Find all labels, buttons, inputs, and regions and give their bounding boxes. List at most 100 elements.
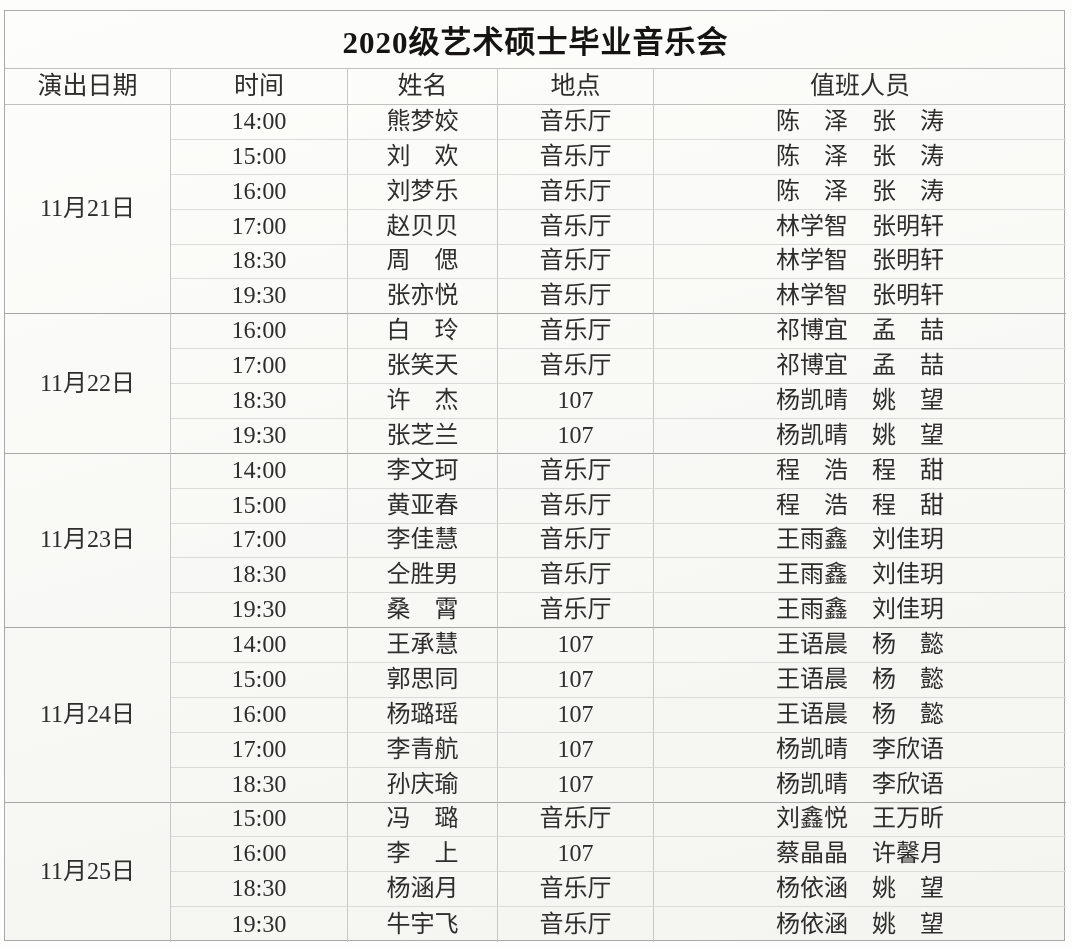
cell-location: 107: [498, 384, 654, 419]
cell-staff: 杨凯晴 李欣语: [654, 733, 1066, 768]
cell-location: 音乐厅: [498, 139, 654, 175]
cell-location: 107: [498, 732, 654, 768]
cell-time: 16:00: [171, 837, 348, 873]
cell-staff: 王雨鑫 刘佳玥: [654, 558, 1066, 594]
cell-location: 音乐厅: [498, 593, 654, 629]
date-cell: 11月22日: [5, 314, 171, 454]
cell-time: 19:30: [171, 418, 348, 454]
cell-name: 冯 璐: [348, 802, 498, 838]
cell-location: 音乐厅: [498, 872, 654, 908]
cell-time: 15:00: [171, 139, 348, 175]
cell-location: 音乐厅: [498, 802, 654, 838]
cell-name: 李青航: [348, 732, 498, 768]
cell-time: 19:30: [171, 279, 348, 315]
cell-name: 牛宇飞: [348, 907, 498, 942]
cell-location: 音乐厅: [498, 907, 654, 942]
cell-location: 音乐厅: [498, 558, 654, 594]
cell-name: 张亦悦: [348, 279, 498, 315]
cell-time: 15:00: [171, 663, 348, 698]
header-location: 地点: [498, 69, 654, 105]
cell-name: 仝胜男: [348, 558, 498, 594]
cell-time: 16:00: [171, 697, 348, 733]
cell-name: 熊梦姣: [348, 105, 498, 140]
cell-name: 黄亚春: [348, 488, 498, 524]
date-cell: 11月23日: [5, 453, 171, 629]
cell-name: 杨璐瑶: [348, 697, 498, 733]
cell-staff: 杨凯晴 姚 望: [654, 384, 1066, 419]
cell-staff: 王雨鑫 刘佳玥: [654, 524, 1066, 559]
cell-location: 音乐厅: [498, 209, 654, 245]
cell-staff: 杨凯晴 姚 望: [654, 419, 1066, 454]
cell-time: 18:30: [171, 384, 348, 419]
header-name: 姓名: [348, 69, 498, 105]
cell-name: 许 杰: [348, 384, 498, 419]
cell-staff: 陈 泽 张 涛: [654, 140, 1066, 175]
cell-location: 音乐厅: [498, 105, 654, 140]
cell-location: 107: [498, 663, 654, 698]
cell-location: 音乐厅: [498, 349, 654, 384]
cell-location: 音乐厅: [498, 488, 654, 524]
cell-location: 107: [498, 767, 654, 803]
cell-location: 音乐厅: [498, 453, 654, 489]
date-cell: 11月21日: [5, 105, 171, 315]
cell-location: 107: [498, 418, 654, 454]
cell-time: 16:00: [171, 174, 348, 210]
cell-time: 19:30: [171, 907, 348, 942]
cell-staff: 程 浩 程 甜: [654, 489, 1066, 524]
cell-name: 刘梦乐: [348, 174, 498, 210]
cell-staff: 蔡晶晶 许馨月: [654, 837, 1066, 873]
header-date: 演出日期: [5, 69, 171, 105]
cell-staff: 王语晨 杨 懿: [654, 663, 1066, 698]
cell-location: 107: [498, 628, 654, 663]
cell-time: 17:00: [171, 523, 348, 559]
cell-time: 17:00: [171, 349, 348, 384]
cell-staff: 王语晨 杨 懿: [654, 628, 1066, 663]
cell-staff: 祁博宜 孟 喆: [654, 314, 1066, 350]
cell-staff: 祁博宜 孟 喆: [654, 349, 1066, 384]
date-cell: 11月24日: [5, 628, 171, 803]
cell-time: 14:00: [171, 453, 348, 489]
cell-location: 音乐厅: [498, 279, 654, 315]
cell-name: 杨涵月: [348, 872, 498, 908]
cell-name: 赵贝贝: [348, 209, 498, 245]
cell-name: 周 偲: [348, 244, 498, 280]
cell-name: 刘 欢: [348, 139, 498, 175]
cell-staff: 杨凯晴 李欣语: [654, 768, 1066, 803]
header-time: 时间: [171, 69, 348, 105]
cell-staff: 陈 泽 张 涛: [654, 105, 1066, 140]
cell-name: 张笑天: [348, 349, 498, 384]
cell-staff: 林学智 张明轩: [654, 245, 1066, 280]
cell-location: 音乐厅: [498, 523, 654, 559]
cell-name: 王承慧: [348, 628, 498, 663]
cell-time: 14:00: [171, 628, 348, 663]
cell-staff: 陈 泽 张 涛: [654, 175, 1066, 210]
cell-name: 张芝兰: [348, 418, 498, 454]
cell-staff: 林学智 张明轩: [654, 279, 1066, 315]
cell-location: 音乐厅: [498, 174, 654, 210]
cell-name: 郭思同: [348, 663, 498, 698]
cell-time: 19:30: [171, 593, 348, 629]
cell-time: 18:30: [171, 872, 348, 908]
cell-name: 李佳慧: [348, 523, 498, 559]
cell-time: 14:00: [171, 105, 348, 140]
cell-staff: 程 浩 程 甜: [654, 454, 1066, 489]
cell-time: 18:30: [171, 244, 348, 280]
cell-time: 16:00: [171, 314, 348, 350]
date-cell: 11月25日: [5, 802, 171, 942]
header-staff: 值班人员: [654, 69, 1066, 105]
cell-time: 18:30: [171, 767, 348, 803]
cell-time: 15:00: [171, 802, 348, 838]
cell-time: 18:30: [171, 558, 348, 594]
cell-name: 李 上: [348, 837, 498, 873]
cell-staff: 杨依涵 姚 望: [654, 872, 1066, 908]
cell-staff: 刘鑫悦 王万昕: [654, 803, 1066, 838]
cell-staff: 林学智 张明轩: [654, 210, 1066, 245]
page-title: 2020级艺术硕士毕业音乐会: [5, 11, 1066, 69]
cell-location: 音乐厅: [498, 244, 654, 280]
cell-name: 孙庆瑜: [348, 767, 498, 803]
cell-staff: 王语晨 杨 懿: [654, 698, 1066, 733]
cell-name: 白 玲: [348, 314, 498, 350]
cell-name: 李文珂: [348, 453, 498, 489]
cell-location: 107: [498, 697, 654, 733]
cell-time: 17:00: [171, 732, 348, 768]
